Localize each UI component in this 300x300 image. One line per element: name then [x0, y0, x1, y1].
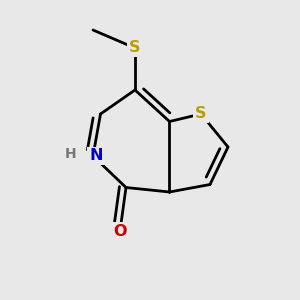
Text: N: N	[89, 148, 103, 164]
Text: S: S	[195, 106, 207, 122]
Text: O: O	[113, 224, 127, 238]
Text: H: H	[65, 148, 76, 161]
Text: S: S	[129, 40, 141, 56]
